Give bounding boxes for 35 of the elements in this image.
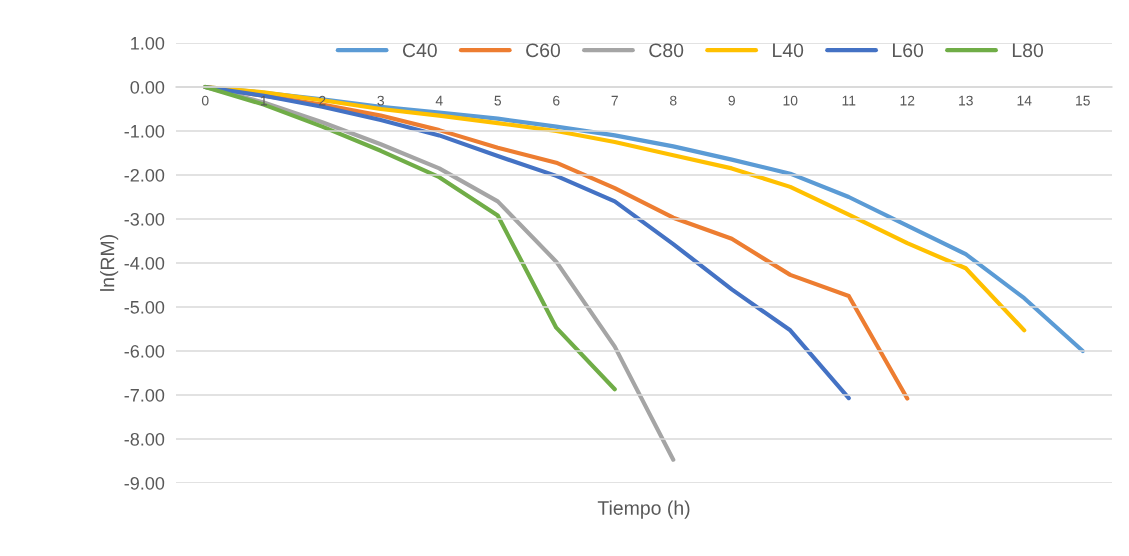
x-tick-label: 7 [611, 95, 618, 106]
x-tick-label: 12 [900, 95, 915, 106]
y-tick-label: -2.00 [124, 168, 165, 182]
y-tick-label: 1.00 [131, 36, 165, 50]
x-tick-label: 1 [260, 95, 267, 106]
y-tick-label: -4.00 [124, 256, 165, 270]
legend-label: L40 [773, 43, 804, 58]
x-tick-label: 0 [201, 95, 209, 106]
x-tick-label: 5 [494, 95, 502, 106]
legend-label: C40 [402, 43, 437, 58]
x-tick-label: 8 [669, 95, 677, 106]
x-tick-label: 11 [842, 95, 856, 106]
x-tick-label: 4 [435, 95, 443, 106]
x-tick-label: 14 [1017, 95, 1032, 106]
y-axis-title: ln(RM) [100, 235, 119, 291]
x-tick-label: 10 [783, 95, 798, 106]
x-tick-label: 9 [728, 95, 735, 106]
x-tick-label: 15 [1076, 95, 1090, 106]
legend-label: C80 [649, 43, 684, 58]
legend-label: L80 [1012, 43, 1044, 58]
y-tick-label: -7.00 [124, 388, 165, 402]
legend-label: C60 [526, 43, 561, 58]
y-tick-label: -3.00 [124, 212, 165, 226]
y-tick-label: -8.00 [124, 432, 165, 446]
x-tick-label: 13 [959, 95, 973, 106]
y-tick-label: -6.00 [124, 344, 165, 358]
x-tick-label: 3 [377, 95, 384, 106]
x-axis-title: Tiempo (h) [597, 500, 690, 519]
x-tick-label: 6 [553, 95, 560, 106]
legend-label: L60 [893, 43, 924, 58]
line-series [203, 84, 617, 392]
y-tick-label: -1.00 [124, 124, 165, 138]
y-tick-label: -9.00 [124, 476, 165, 490]
y-tick-label: -5.00 [124, 300, 165, 314]
y-tick-label: 0.00 [130, 80, 165, 94]
